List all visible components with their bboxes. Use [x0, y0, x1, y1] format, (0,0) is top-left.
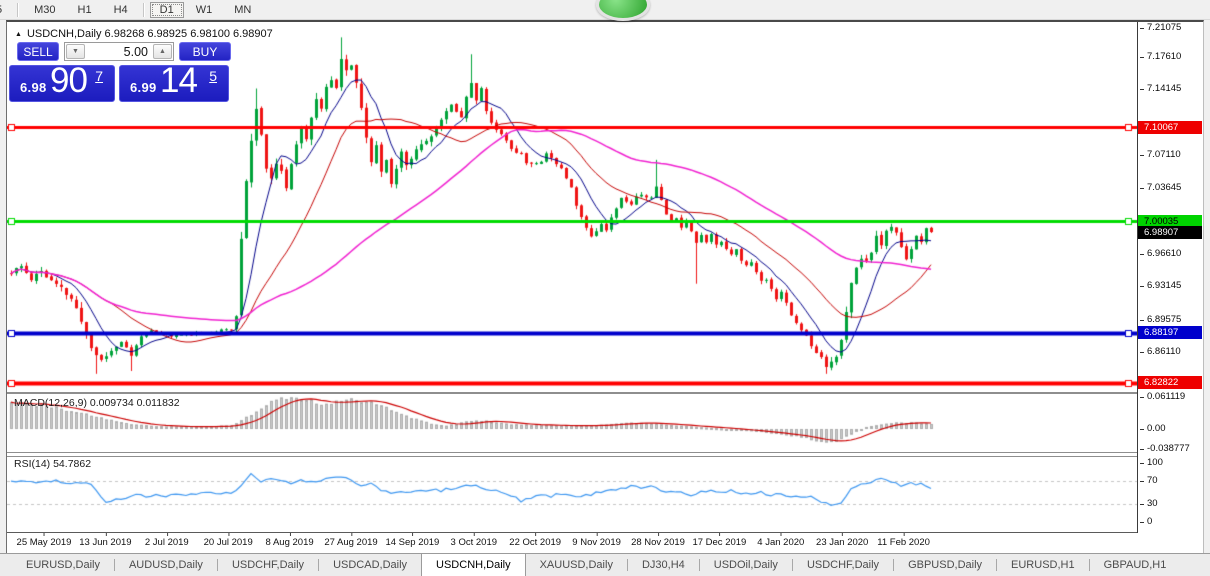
- date-label: 14 Sep 2019: [385, 533, 440, 548]
- price-axis-tick: 6.93145: [1139, 280, 1182, 292]
- buy-price-pip: 5: [209, 68, 217, 84]
- sell-price-small: 6.98: [20, 80, 47, 95]
- chart-title: ▲ USDCNH,Daily 6.98268 6.98925 6.98100 6…: [15, 28, 273, 40]
- price-axis-tick: 6.96610: [1139, 247, 1182, 259]
- price-axis-tick: 7.03645: [1139, 181, 1182, 193]
- macd-axis-tick: -0.038777: [1140, 443, 1190, 455]
- date-label: 22 Oct 2019: [509, 533, 562, 548]
- volume-spinner: ▼ ▲: [64, 42, 174, 61]
- rsi-axis-tick: 0: [1139, 516, 1153, 527]
- date-label: 3 Oct 2019: [450, 533, 498, 548]
- chart-tab-xauusd-daily[interactable]: XAUUSD,Daily: [539, 559, 613, 571]
- buy-button[interactable]: BUY: [179, 42, 231, 61]
- timeframe-button-m30[interactable]: M30: [34, 3, 56, 16]
- date-label: 4 Jan 2020: [757, 533, 805, 548]
- price-axis-tick: 6.89575: [1139, 313, 1182, 325]
- macd-axis-tick: 0.061119: [1139, 390, 1186, 402]
- sell-price-pip: 7: [95, 68, 103, 84]
- rsi-label: RSI(14) 54.7862: [14, 458, 92, 470]
- date-axis[interactable]: 25 May 2019 13 Jun 2019 2 Jul 2019 20 Jul 2…: [7, 533, 1137, 553]
- chart-tab-usdchf-daily[interactable]: USDCHF,Daily: [231, 559, 305, 571]
- date-label: 17 Dec 2019: [692, 533, 747, 548]
- date-label: 8 Aug 2019: [265, 533, 314, 548]
- sell-button[interactable]: SELL: [17, 42, 59, 61]
- date-label: 23 Jan 2020: [816, 533, 869, 548]
- chart-tab-usdchf-daily[interactable]: USDCHF,Daily: [806, 559, 880, 571]
- price-tag: 6.88197: [1138, 326, 1202, 340]
- timeframe-button-h1[interactable]: H1: [77, 3, 92, 16]
- macd-label: MACD(12,26,9) 0.009734 0.011832: [14, 397, 180, 409]
- toolbar-separator: [17, 2, 20, 17]
- chart-tab-usdoil-daily[interactable]: USDOil,Daily: [713, 559, 778, 571]
- price-axis-tick: 7.17610: [1139, 50, 1182, 62]
- one-click-trade-panel: SELL ▼ ▲ BUY 6.98 90 7 6.99 14 5: [9, 42, 233, 102]
- pane-divider: [7, 532, 1137, 533]
- collapse-triangle-icon[interactable]: ▲: [15, 30, 22, 38]
- chart-tab-usdcad-daily[interactable]: USDCAD,Daily: [333, 559, 408, 571]
- price-axis-tick: 7.07110: [1140, 149, 1181, 161]
- price-axis[interactable]: 7.21075 7.17610 7.14145 7.07110 7.03645 6.966…: [1137, 22, 1203, 533]
- price-tag: 6.82822: [1138, 376, 1202, 390]
- timeframe-button-d1[interactable]: D1: [149, 1, 184, 18]
- date-label: 25 May 2019: [16, 533, 72, 548]
- chart-window: ▲ USDCNH,Daily 6.98268 6.98925 6.98100 6…: [6, 20, 1204, 553]
- rsi-indicator-canvas[interactable]: [7, 455, 1137, 532]
- buy-price-big: 14: [160, 61, 198, 100]
- chart-tab-gbpusd-daily[interactable]: GBPUSD,Daily: [908, 559, 983, 571]
- buy-price-tile[interactable]: 6.99 14 5: [119, 61, 229, 102]
- chart-title-text: USDCNH,Daily 6.98268 6.98925 6.98100 6.9…: [26, 28, 273, 40]
- chart-tab-gbpaud-h1[interactable]: GBPAUD,H1: [1103, 559, 1167, 571]
- sell-price-big: 90: [50, 61, 88, 100]
- date-label: 9 Nov 2019: [572, 533, 621, 548]
- buy-price-small: 6.99: [130, 80, 157, 95]
- volume-input[interactable]: [86, 43, 152, 60]
- date-label: 2 Jul 2019: [144, 533, 189, 548]
- volume-increase-button[interactable]: ▲: [153, 44, 172, 59]
- price-tag: 7.00035: [1138, 214, 1202, 228]
- chart-tab-eurusd-h1[interactable]: EURUSD,H1: [1011, 559, 1075, 571]
- price-tag: 6.98907: [1138, 225, 1202, 239]
- date-label: 28 Nov 2019: [631, 533, 685, 548]
- date-label: 11 Feb 2020: [877, 533, 930, 548]
- price-tag: 7.10067: [1138, 120, 1202, 134]
- macd-indicator-canvas[interactable]: [7, 394, 1137, 452]
- timeframe-button-h4[interactable]: H4: [113, 3, 128, 16]
- chart-tab-eurusd-daily[interactable]: EURUSD,Daily: [26, 559, 100, 571]
- toolbar-separator: [142, 2, 145, 17]
- timeframe-button-mn[interactable]: MN: [234, 3, 252, 16]
- timeframe-button-5[interactable]: 5: [0, 2, 12, 18]
- price-axis-tick: 7.21075: [1139, 22, 1182, 33]
- date-label: 20 Jul 2019: [203, 533, 253, 548]
- macd-axis-tick: 0.00: [1140, 423, 1166, 434]
- chart-tab-dj30-h4[interactable]: DJ30,H4: [641, 559, 685, 571]
- timeframe-button-w1[interactable]: W1: [195, 3, 213, 16]
- chart-tab-bar: EURUSD,Daily AUDUSD,Daily USDCHF,Daily USDC…: [0, 553, 1210, 576]
- price-axis-tick: 6.86110: [1140, 346, 1181, 358]
- rsi-axis-tick: 30: [1140, 498, 1158, 510]
- volume-decrease-button[interactable]: ▼: [66, 44, 85, 59]
- chart-tab-usdcnh-daily[interactable]: USDCNH,Daily: [421, 554, 526, 576]
- sell-price-tile[interactable]: 6.98 90 7: [9, 61, 115, 102]
- date-label: 27 Aug 2019: [324, 533, 378, 548]
- rsi-axis-tick: 100: [1140, 457, 1163, 468]
- date-label: 13 Jun 2019: [79, 533, 132, 548]
- pane-divider[interactable]: [7, 392, 1137, 394]
- price-axis-tick: 7.14145: [1139, 83, 1182, 95]
- chart-tab-audusd-daily[interactable]: AUDUSD,Daily: [128, 559, 203, 571]
- rsi-axis-tick: 70: [1140, 474, 1158, 486]
